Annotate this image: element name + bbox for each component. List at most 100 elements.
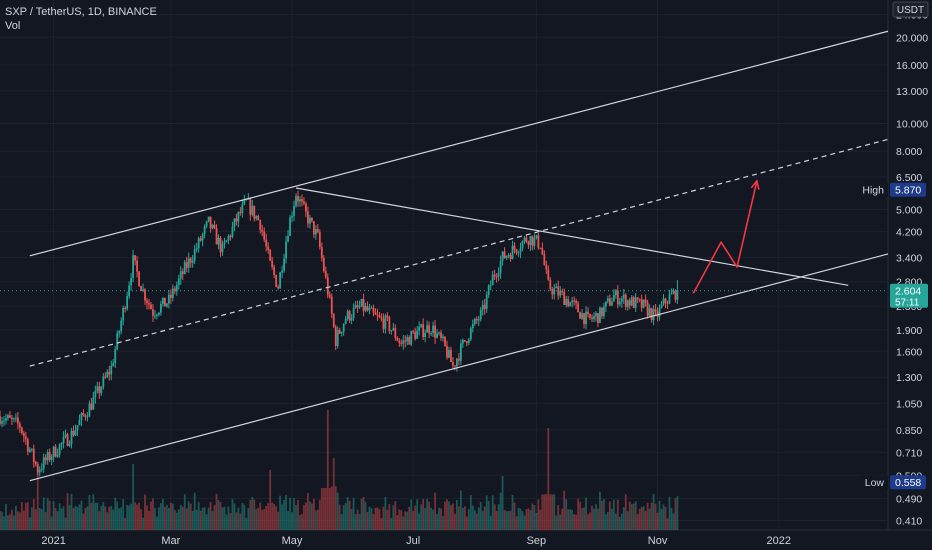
candle (396, 336, 399, 342)
indicator-label[interactable]: Vol (5, 20, 21, 32)
volume-bar (485, 495, 488, 530)
candle (497, 267, 500, 281)
volume-bar (138, 502, 140, 530)
trendline-from-may-high[interactable] (295, 187, 849, 286)
volume-bar (116, 501, 119, 530)
volume-bar (448, 501, 450, 530)
projection-arrow-head[interactable] (750, 179, 760, 190)
candle (366, 301, 369, 312)
volume-bar (376, 507, 379, 530)
volume-bar (350, 508, 353, 530)
projection-arrow[interactable] (692, 180, 758, 294)
volume-bar (285, 495, 287, 530)
volume-bar (211, 510, 214, 530)
candle (467, 337, 470, 346)
price-tick-label: 0.850 (896, 425, 922, 437)
candle (370, 305, 373, 309)
volume-bar (283, 499, 285, 530)
price-tick-label: 8.000 (896, 146, 922, 158)
volume-bar (501, 476, 504, 530)
drawings[interactable] (29, 30, 889, 482)
high-marker-label: High (862, 185, 884, 197)
candle (201, 232, 204, 247)
channel-upper[interactable] (29, 30, 889, 257)
candle (104, 372, 107, 379)
candle (126, 291, 129, 311)
candle (503, 247, 506, 259)
candle (457, 353, 460, 366)
volume-bar (307, 493, 309, 530)
volume-bar (380, 518, 383, 530)
volume-bar (80, 500, 83, 530)
volume-bar (160, 503, 162, 530)
volume-bar (305, 502, 307, 530)
candle (495, 273, 498, 283)
candle (102, 373, 105, 390)
candle (477, 315, 480, 326)
low-marker-value: 0.558 (895, 477, 921, 489)
channel-mid[interactable] (29, 138, 889, 367)
candle (350, 314, 353, 325)
volume-bar (110, 506, 113, 530)
volume-bar (541, 494, 544, 530)
volume-bar (263, 509, 266, 530)
candle (215, 224, 218, 245)
time-tick-label: Nov (648, 535, 668, 547)
candle (86, 411, 89, 422)
volume-bar (612, 499, 615, 530)
candle (195, 242, 198, 253)
symbol-line[interactable]: SXP / TetherUS, 1D, BINANCE (5, 6, 157, 18)
candle (521, 240, 524, 252)
candle (193, 244, 196, 265)
last-price-value: 2.604 (895, 286, 921, 298)
candle (263, 227, 266, 242)
candle (136, 256, 138, 278)
volume-bar (257, 507, 260, 530)
price-axis-panel[interactable] (888, 0, 932, 550)
volume-bar (622, 506, 625, 530)
volume-bar (152, 498, 154, 530)
candle (382, 313, 385, 333)
volume-bar (249, 499, 252, 530)
candle (386, 312, 389, 322)
candle (489, 280, 492, 291)
candle (362, 293, 365, 317)
candle (122, 305, 125, 326)
candle (322, 255, 325, 273)
currency-button[interactable]: USDT (892, 1, 929, 18)
candle (390, 330, 393, 335)
volume-bar (358, 514, 361, 530)
candle (589, 313, 591, 320)
candle (533, 233, 536, 250)
candle (98, 381, 101, 399)
volume-bar (102, 502, 105, 530)
candle (1, 416, 3, 428)
candle (124, 306, 127, 313)
candle (293, 200, 295, 222)
candle (287, 229, 289, 243)
volume-bar (384, 497, 387, 530)
volume-bar (78, 504, 81, 530)
volume-bar (624, 494, 627, 530)
grid (0, 0, 888, 530)
volume-bar (565, 499, 568, 530)
volume-bar (187, 501, 190, 530)
volume-bar (533, 505, 536, 530)
price-tick-label: 6.500 (896, 172, 922, 184)
candle (398, 338, 401, 347)
time-axis[interactable]: 2021 Mar May Jul Sep Nov 2022 (41, 535, 791, 547)
candle (469, 326, 472, 341)
currency-label: USDT (897, 5, 924, 16)
candle (237, 211, 240, 228)
volume-bar (404, 511, 407, 530)
candle (175, 281, 178, 296)
channel-lower[interactable] (29, 253, 889, 482)
volume-bar (583, 507, 585, 530)
volume-bar (181, 506, 184, 530)
candle (96, 381, 99, 394)
candle (599, 306, 601, 324)
candle (587, 307, 589, 318)
candle (68, 440, 71, 448)
candle (402, 334, 405, 350)
